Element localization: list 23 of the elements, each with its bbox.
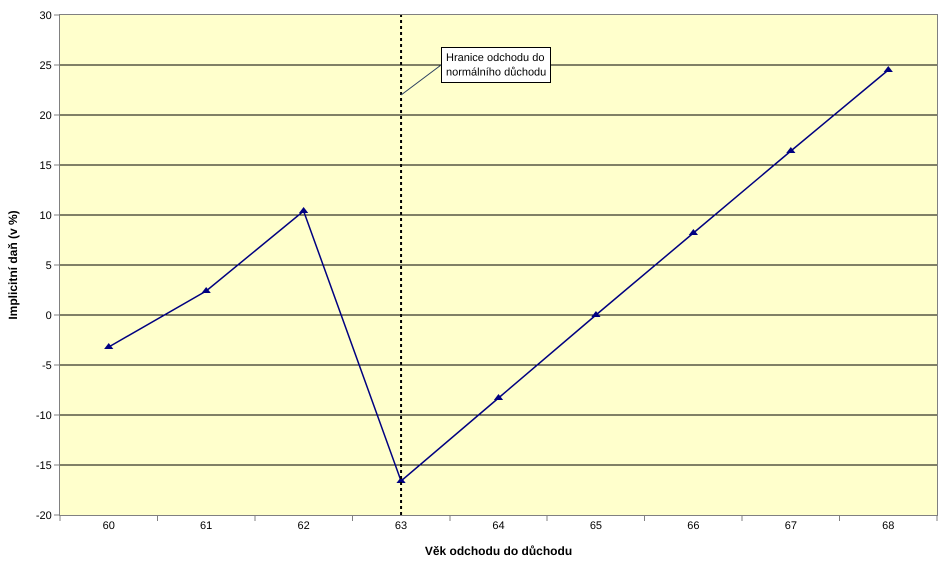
x-tick-label: 66 [687,520,700,532]
y-tick-label: -15 [36,460,52,472]
y-tick-label: -10 [36,410,52,422]
x-tick-label: 68 [882,520,894,532]
x-tick-label: 63 [394,520,408,532]
x-tick-label: 64 [492,520,505,532]
y-tick-label: 30 [40,10,52,22]
x-tick-label: 62 [297,520,310,532]
x-tick-label: 65 [590,520,602,532]
y-tick-label: 15 [40,160,52,172]
x-tick-label: 67 [784,520,797,532]
y-tick-label: 5 [46,260,52,272]
x-tick-label: 60 [102,520,115,532]
y-axis-title: Implicitní daň (v %) [6,210,20,320]
y-tick-label: -5 [42,360,52,372]
y-tick-label: -20 [36,510,52,522]
x-tick-label: 61 [200,520,212,532]
y-tick-label: 0 [46,310,52,322]
y-tick-label: 20 [40,110,52,122]
x-axis-title: Věk odchodu do důchodu [424,544,572,558]
ref-line-label: Hranice odchodu do normálního důchodu [446,52,546,78]
y-tick-label: 25 [40,60,52,72]
y-tick-label: 10 [40,210,52,222]
